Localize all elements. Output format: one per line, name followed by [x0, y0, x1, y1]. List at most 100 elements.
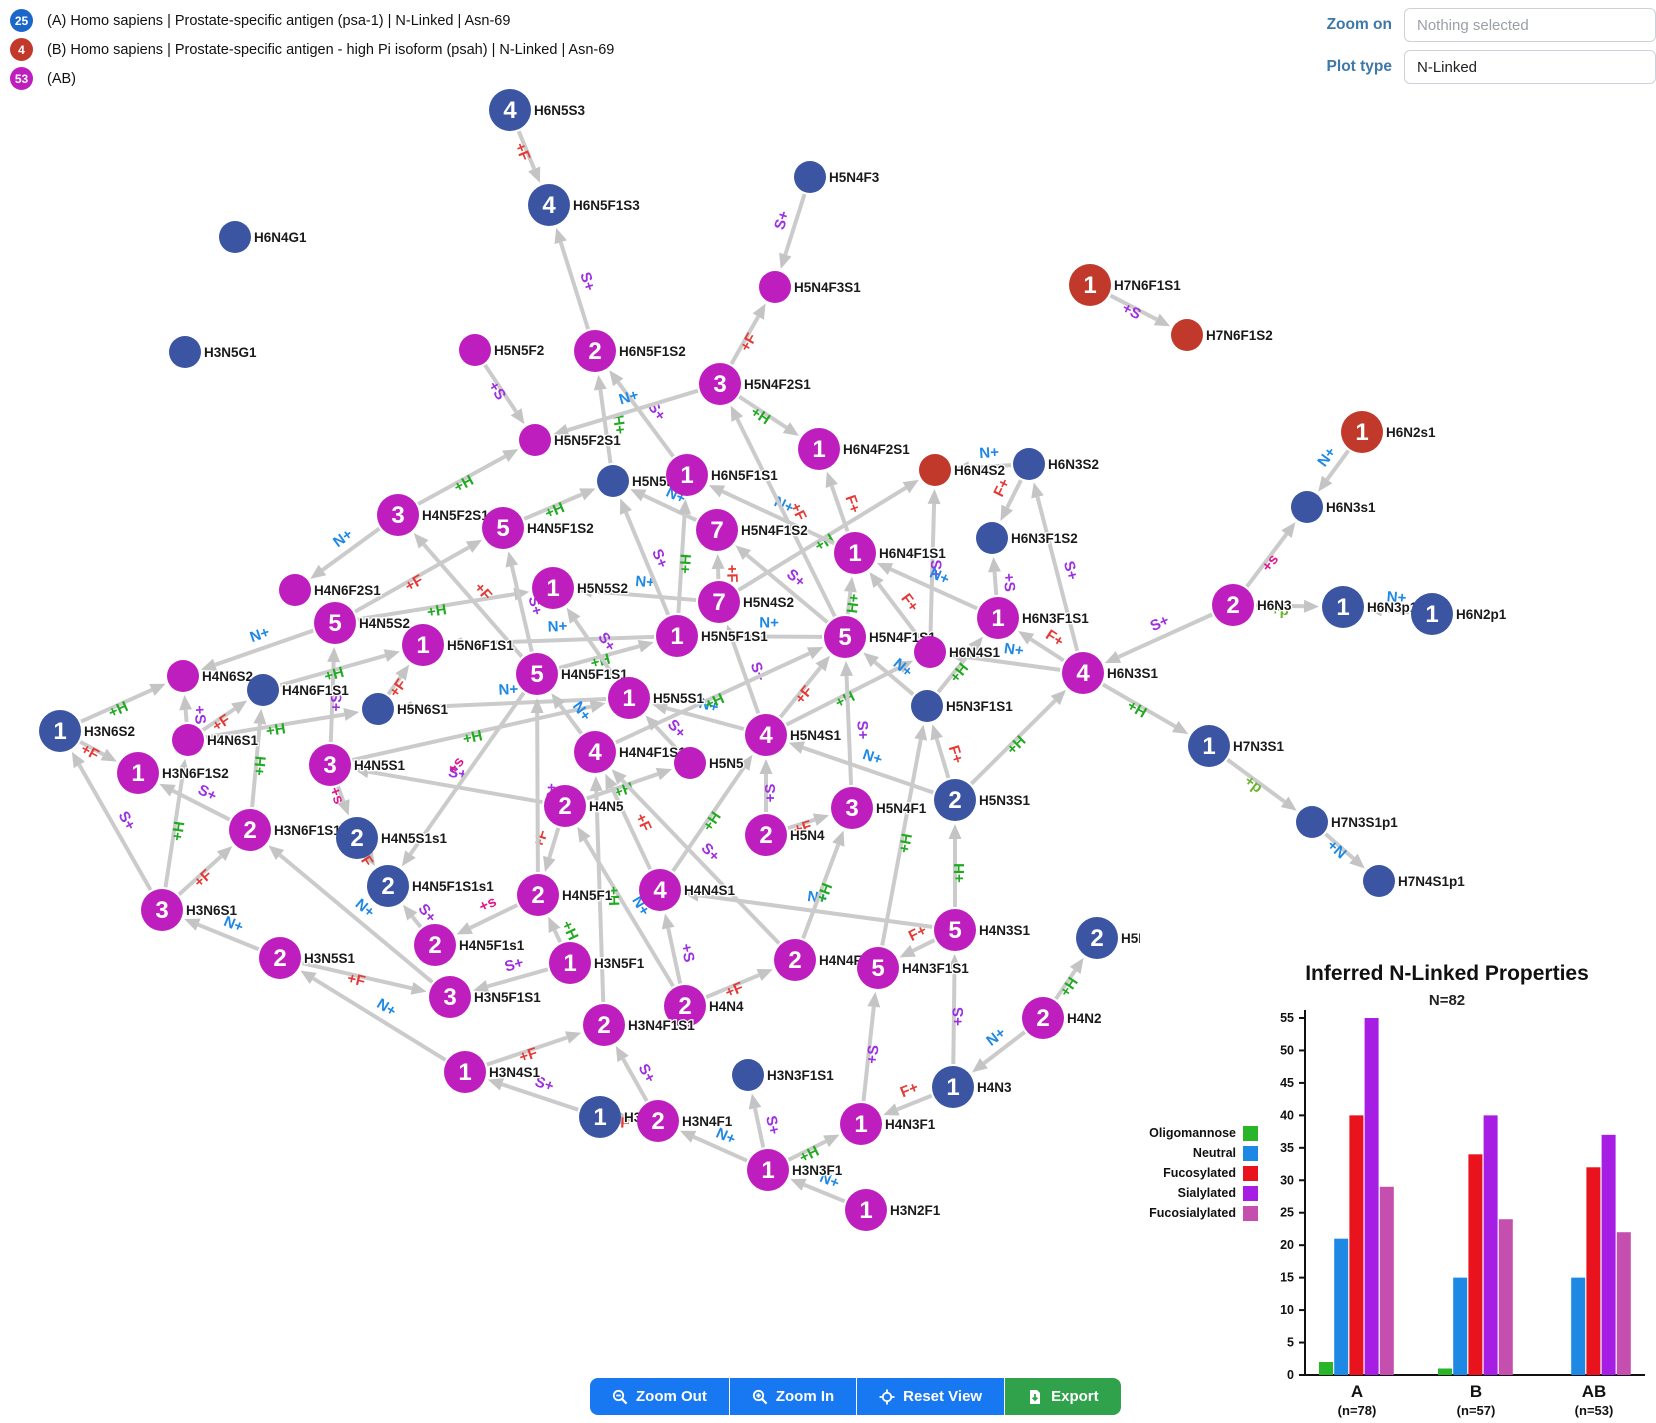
node-H4N3F1[interactable]: 1 H4N3F1 [840, 1103, 937, 1145]
x-category-sublabel: (n=78) [1338, 1403, 1377, 1418]
node-H4N5F1[interactable]: 2 H4N5F1 [517, 874, 614, 916]
node-count: 3 [155, 897, 168, 924]
node-H3N5F1S1[interactable]: 3 H3N5F1S1 [429, 976, 543, 1018]
node-H4N5F1S2[interactable]: 5 H4N5F1S2 [482, 507, 595, 549]
node-H6N4F1S1[interactable]: 1 H6N4F1S1 [834, 532, 948, 574]
node-H5N5[interactable]: H5N5 [674, 747, 745, 779]
node-H5N4[interactable]: 2 H5N4 [745, 814, 826, 856]
reset-view-button[interactable]: Reset View [857, 1378, 1006, 1415]
node-label: H6N5F1S2 [619, 344, 686, 359]
node-H6N5F1S2[interactable]: 2 H6N5F1S2 [574, 330, 687, 372]
node-H5N2[interactable]: 2 H5N2 [1076, 917, 1157, 959]
node-H3N6S2[interactable]: 1 H3N6S2 [39, 710, 136, 752]
node-H5N5F2[interactable]: H5N5F2 [459, 334, 546, 366]
node-H5N6F1S1[interactable]: 1 H5N6F1S1 [402, 624, 516, 666]
node-H3N3F1S1[interactable]: H3N3F1S1 [732, 1059, 836, 1091]
node-H6N3s1[interactable]: H6N3s1 [1291, 491, 1377, 523]
node-label: H4N5S1s1 [381, 831, 448, 846]
node-H6N4F2S1[interactable]: 1 H6N4F2S1 [798, 428, 912, 470]
node-H5N5F2S1[interactable]: H5N5F2S1 [519, 424, 623, 456]
node-H6N3F1S2[interactable]: H6N3F1S2 [976, 522, 1079, 554]
node-H6N3S1[interactable]: 4 H6N3S1 [1062, 652, 1160, 694]
node-H3N2F1[interactable]: 1 H3N2F1 [845, 1189, 942, 1231]
node-H3N4F1[interactable]: 2 H3N4F1 [637, 1100, 734, 1142]
node-H4N4F1[interactable]: 2 H4N4F1 [774, 939, 871, 981]
node-H4N3S1[interactable]: 5 H4N3S1 [934, 909, 1032, 951]
node-H4N3[interactable]: 1 H4N3 [932, 1066, 1013, 1108]
node-H4N5S1[interactable]: 3 H4N5S1 [309, 744, 407, 786]
node-H6N4G1[interactable]: H6N4G1 [219, 221, 308, 253]
node-H3N5F1[interactable]: 1 H3N5F1 [549, 942, 646, 984]
node-H4N5S1s1[interactable]: 2 H4N5S1s1 [336, 817, 449, 859]
node-H7N3S1[interactable]: 1 H7N3S1 [1188, 725, 1286, 767]
node-H4N5S2[interactable]: 5 H4N5S2 [314, 602, 411, 644]
node-H4N6S1[interactable]: H4N6S1 [172, 724, 260, 756]
node-H4N5F1S1s1[interactable]: 2 H4N5F1S1s1 [367, 865, 496, 907]
node-count: 5 [838, 624, 851, 651]
node-H6N5S3[interactable]: 4 H6N5S3 [489, 89, 587, 131]
node-H5N4F3S1[interactable]: H5N4F3S1 [759, 271, 863, 303]
node-H3N6S1[interactable]: 3 H3N6S1 [141, 889, 239, 931]
node-H3N6F1S2[interactable]: 1 H3N6F1S2 [117, 752, 230, 794]
node-H7N4S1p1[interactable]: H7N4S1p1 [1363, 865, 1467, 897]
plot-type-select[interactable]: N-Linked [1404, 50, 1656, 84]
node-H4N3F1S1[interactable]: 5 H4N3F1S1 [857, 947, 971, 989]
node-H4N5F2S1[interactable]: 3 H4N5F2S1 [377, 494, 491, 536]
node-H5N3F1S1[interactable]: H5N3F1S1 [911, 690, 1015, 722]
node-H6N5F1S3[interactable]: 4 H6N5F1S3 [528, 184, 642, 226]
node-H5N3S1[interactable]: 2 H5N3S1 [934, 779, 1032, 821]
node-H6N3S2[interactable]: H6N3S2 [1013, 448, 1100, 480]
node-H6N2p1[interactable]: 1 H6N2p1 [1411, 593, 1508, 635]
node-H4N5F1s1[interactable]: 2 H4N5F1s1 [414, 924, 526, 966]
node-H6N2s1[interactable]: 1 H6N2s1 [1341, 411, 1437, 453]
node-H3N6F1S1[interactable]: 2 H3N6F1S1 [229, 809, 343, 851]
node-H6N4S2[interactable]: H6N4S2 [919, 454, 1006, 486]
legend-label-Neutral: Neutral [1193, 1146, 1236, 1160]
node-H6N3F1S1[interactable]: 1 H6N3F1S1 [977, 597, 1091, 639]
node-H4N6F1S1[interactable]: H4N6F1S1 [247, 674, 351, 706]
node-H5N4F1[interactable]: 3 H5N4F1 [831, 787, 928, 829]
node-H3N4F1S1[interactable]: 2 H3N4F1S1 [583, 1004, 697, 1046]
zoom-in-button[interactable]: Zoom In [729, 1378, 858, 1415]
node-H5N4F3[interactable]: H5N4F3 [794, 161, 881, 193]
node-H4N5F1S1[interactable]: 5 H4N5F1S1 [516, 653, 630, 695]
node-H5N4F1S2[interactable]: 7 H5N4F1S2 [696, 509, 809, 551]
node-H4N2[interactable]: 2 H4N2 [1022, 997, 1103, 1039]
node-H5N4S1[interactable]: 4 H5N4S1 [745, 714, 843, 756]
node-count: 1 [680, 462, 693, 489]
node-H3N4S1[interactable]: 1 H3N4S1 [444, 1051, 542, 1093]
zoom-out-button[interactable]: Zoom Out [590, 1378, 730, 1415]
node-H3N3F1[interactable]: 1 H3N3F1 [747, 1149, 844, 1191]
node-H5N5F1S1[interactable]: 1 H5N5F1S1 [656, 615, 770, 657]
node-H5N4F2S1[interactable]: 3 H5N4F2S1 [699, 363, 813, 405]
node-H6N5F1S1[interactable]: 1 H6N5F1S1 [666, 454, 780, 496]
node-H5N6S1[interactable]: H5N6S1 [362, 693, 450, 725]
node-H7N6F1S1[interactable]: 1 H7N6F1S1 [1069, 264, 1183, 306]
node-H4N5[interactable]: 2 H4N5 [544, 785, 625, 827]
node-H3N5G1[interactable]: H3N5G1 [169, 336, 258, 368]
node-H4N4S1[interactable]: 4 H4N4S1 [639, 869, 737, 911]
edge-label-H3N4S1-H3N4F1S1: +F [517, 1044, 539, 1066]
node-H5N5S1[interactable]: 1 H5N5S1 [608, 677, 706, 719]
node-label: H5N6F1S1 [447, 638, 514, 653]
edge-label-H4N5F1S2-H5N5F1S2: +H [542, 499, 567, 522]
node-H4N6S2[interactable]: H4N6S2 [167, 660, 254, 692]
zoom-in-icon [752, 1389, 768, 1404]
node-H6N3p1[interactable]: 1 H6N3p1 [1322, 586, 1419, 628]
node-H7N3S1p1[interactable]: H7N3S1p1 [1296, 806, 1400, 838]
node-H4N6F2S1[interactable]: H4N6F2S1 [279, 574, 383, 606]
node-H6N4S1[interactable]: H6N4S1 [914, 636, 1002, 668]
zoom-on-input[interactable] [1404, 8, 1656, 42]
edge-label-H3N6F1S1-H4N6F1S1: +H [251, 755, 270, 776]
node-H5N5S2[interactable]: 1 H5N5S2 [532, 567, 629, 609]
node-label: H6N3 [1257, 598, 1292, 613]
node-H3N5S1[interactable]: 2 H3N5S1 [259, 937, 357, 979]
node-label: H7N3S1 [1233, 739, 1285, 754]
node-H4N4F1S1[interactable]: 4 H4N4F1S1 [574, 731, 688, 773]
node-H6N3[interactable]: 2 H6N3 [1212, 584, 1293, 626]
export-button[interactable]: Export [1005, 1378, 1121, 1415]
node-H7N6F1S2[interactable]: H7N6F1S2 [1171, 319, 1274, 351]
node-H5N4S2[interactable]: 7 H5N4S2 [698, 581, 795, 623]
node-H4N4[interactable]: 2 H4N4 [664, 985, 745, 1027]
